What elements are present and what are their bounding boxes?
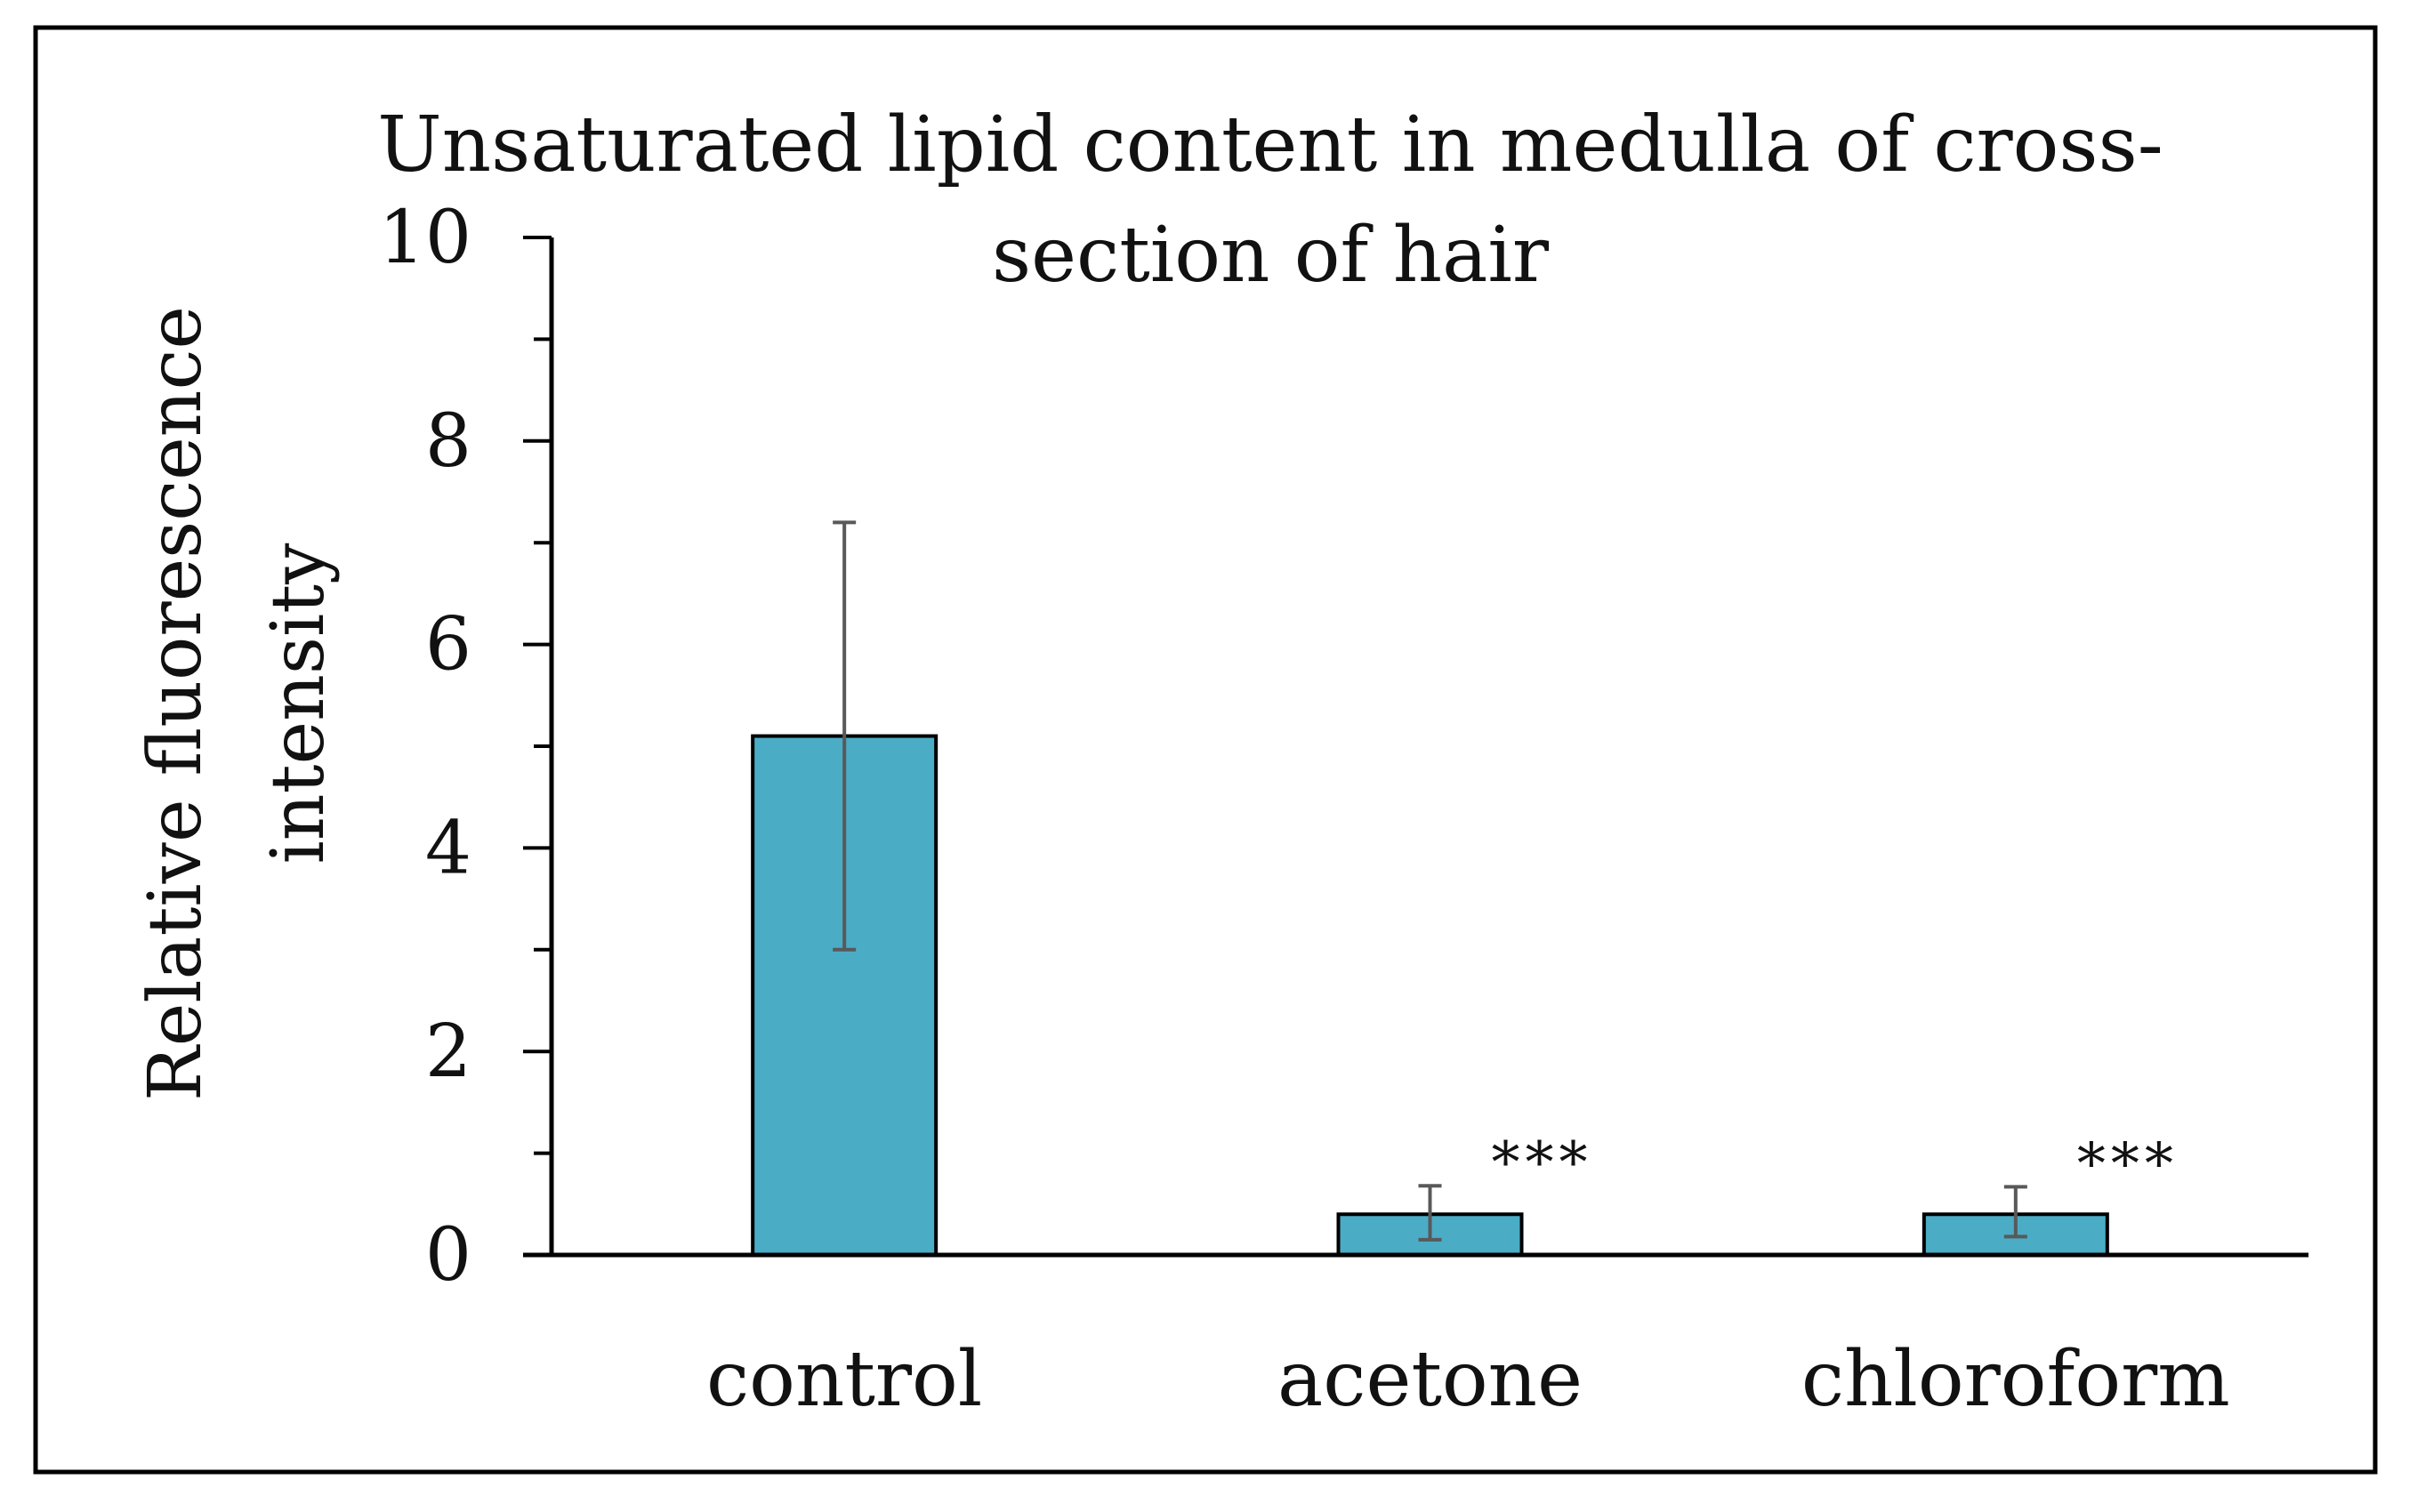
y-axis-label: Relative fluorescence intensity xyxy=(133,306,341,1101)
y-tick-label: 6 xyxy=(425,603,471,688)
significance-chloroform: *** xyxy=(2077,1131,2179,1197)
y-tick-label: 0 xyxy=(425,1213,471,1298)
chart-title-line-2: section of hair xyxy=(992,211,1550,300)
category-label-control: control xyxy=(706,1335,982,1424)
category-label-chloroform: chloroform xyxy=(1801,1335,2230,1424)
category-label-acetone: acetone xyxy=(1277,1335,1583,1424)
y-tick-label: 4 xyxy=(425,806,471,890)
chart-title-line-1: Unsaturated lipid content in medulla of … xyxy=(377,101,2163,189)
y-tick-label: 8 xyxy=(425,399,471,484)
y-tick-label: 10 xyxy=(379,196,471,280)
y-axis-label-line-1: Relative fluorescence xyxy=(133,306,218,1101)
error-bars xyxy=(833,520,2027,1242)
significance-markers: *** *** xyxy=(1492,1130,2179,1197)
y-axis-ticks: 0 2 4 6 8 10 xyxy=(379,196,552,1298)
significance-acetone: *** xyxy=(1492,1130,1593,1196)
y-axis-label-line-2: intensity xyxy=(256,543,341,865)
x-axis-categories: control acetone chloroform xyxy=(706,1335,2230,1424)
y-tick-label: 2 xyxy=(425,1009,471,1094)
